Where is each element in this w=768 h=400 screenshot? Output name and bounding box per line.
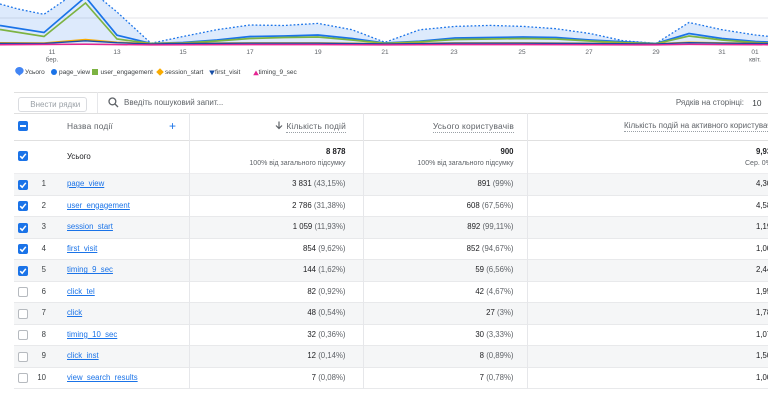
svg-text:25: 25 — [518, 49, 526, 56]
svg-text:15: 15 — [179, 49, 187, 56]
svg-text:01: 01 — [751, 49, 759, 56]
svg-text:бер.: бер. — [46, 56, 59, 64]
svg-text:27: 27 — [585, 49, 593, 56]
svg-text:13: 13 — [113, 49, 121, 56]
svg-text:23: 23 — [450, 49, 458, 56]
svg-text:31: 31 — [718, 49, 726, 56]
svg-text:квіт.: квіт. — [749, 56, 761, 64]
svg-text:21: 21 — [381, 49, 389, 56]
svg-text:11: 11 — [49, 49, 56, 56]
svg-text:19: 19 — [314, 49, 322, 56]
svg-text:17: 17 — [246, 49, 254, 56]
svg-text:29: 29 — [652, 49, 660, 56]
